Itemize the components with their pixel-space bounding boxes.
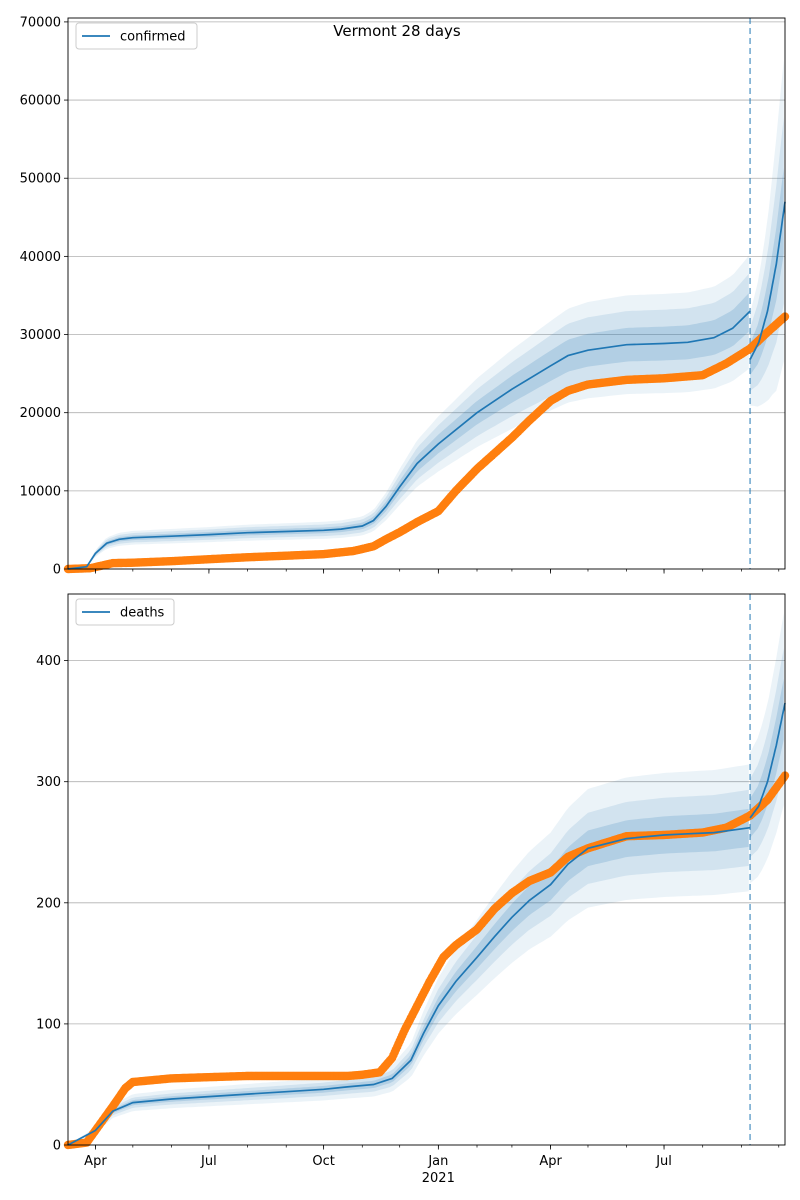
deaths-x-ticks: Apr Jul Oct Jan Apr Jul <box>84 1145 780 1169</box>
y-tick-label: 30000 <box>20 328 61 343</box>
deaths-model-line <box>67 702 786 1146</box>
legend-box <box>75 598 175 626</box>
x-year-label: 2021 <box>422 1171 455 1186</box>
model-line <box>67 826 751 1146</box>
confirmed-panel: 0 10000 20000 30000 40000 50000 60000 70000 con… <box>20 15 790 578</box>
y-tick-label: 70000 <box>20 15 61 30</box>
confirmed-y-ticks: 0 10000 20000 30000 40000 50000 60000 70000 <box>20 15 68 578</box>
y-tick-label: 0 <box>53 563 61 578</box>
uncertainty-band <box>750 678 784 838</box>
x-tick-label: Apr <box>84 1154 107 1169</box>
confirmed-axes-frame <box>67 17 786 570</box>
y-tick-label: 50000 <box>20 172 61 187</box>
confirmed-x-ticks <box>95 569 780 574</box>
x-tick-label: Jan <box>427 1154 448 1169</box>
y-tick-label: 0 <box>53 1139 61 1154</box>
confirmed-model-line <box>67 201 786 570</box>
x-tick-label: Oct <box>312 1154 334 1169</box>
y-tick-label: 40000 <box>20 250 61 265</box>
legend-label-confirmed: confirmed <box>120 30 186 45</box>
deaths-panel: 0 100 200 300 400 Apr Jul Oct Jan Apr Jul deaths <box>36 593 790 1169</box>
axes-frame <box>67 17 786 570</box>
confirmed-legend: confirmed <box>75 22 198 50</box>
model-line <box>67 310 751 570</box>
uncertainty-band <box>68 789 749 1145</box>
uncertainty-band <box>68 808 749 1145</box>
axes-frame <box>67 593 786 1146</box>
y-tick-label: 60000 <box>20 94 61 109</box>
y-tick-label: 100 <box>36 1017 61 1032</box>
deaths-axes-frame <box>67 593 786 1146</box>
uncertainty-band <box>68 764 749 1145</box>
deaths-legend: deaths <box>75 598 175 626</box>
x-tick-label: Apr <box>539 1154 562 1169</box>
deaths-observed-points <box>63 771 790 1150</box>
uncertainty-band <box>750 613 784 884</box>
y-tick-label: 400 <box>36 654 61 669</box>
uncertainty-band <box>68 273 749 569</box>
uncertainty-band <box>750 167 784 376</box>
forecast-line-model <box>749 702 786 819</box>
legend-label-deaths: deaths <box>120 606 165 621</box>
y-tick-label: 200 <box>36 896 61 911</box>
x-tick-label: Jul <box>655 1154 672 1169</box>
deaths-uncertainty-bands <box>68 613 784 1145</box>
confirmed-grid <box>68 21 785 492</box>
deaths-y-ticks: 0 100 200 300 400 <box>36 654 68 1154</box>
uncertainty-band <box>68 255 749 570</box>
chart-title: Vermont 28 days <box>333 22 461 40</box>
x-tick-label: Jul <box>200 1154 217 1169</box>
uncertainty-band <box>68 293 749 569</box>
deaths-grid <box>68 660 785 1025</box>
y-tick-label: 300 <box>36 775 61 790</box>
confirmed-uncertainty-bands <box>68 60 784 570</box>
y-tick-label: 10000 <box>20 484 61 499</box>
forecast-line-model <box>749 201 786 360</box>
legend-box <box>75 22 198 50</box>
y-tick-label: 20000 <box>20 406 61 421</box>
